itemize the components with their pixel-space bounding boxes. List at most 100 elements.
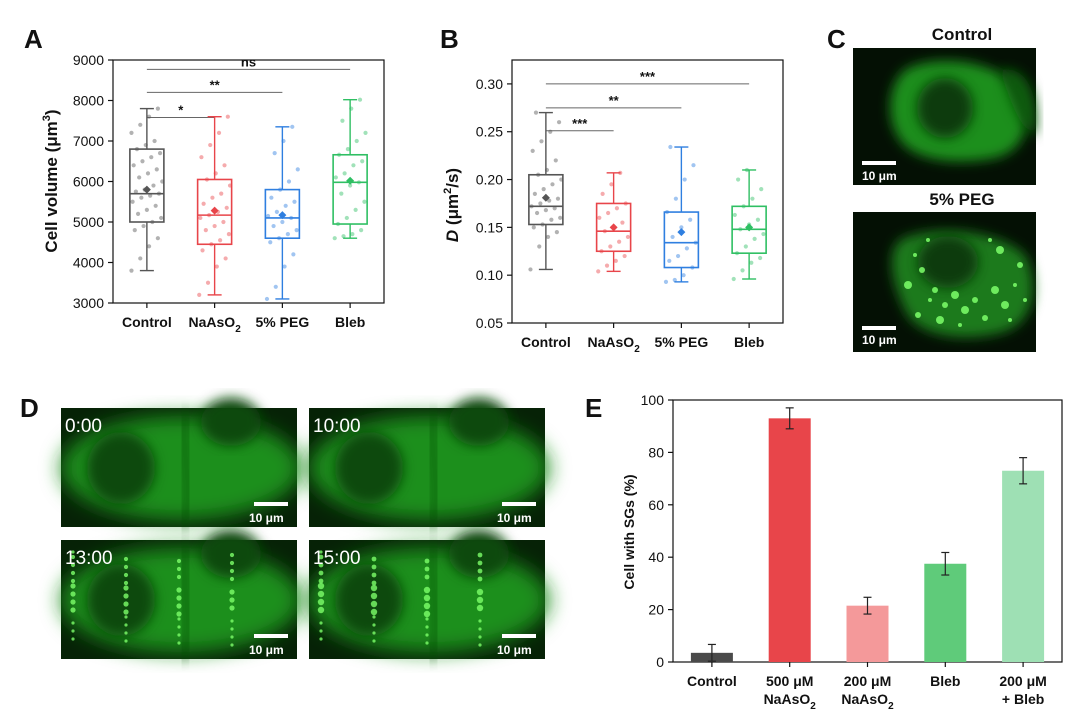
granule-dot <box>478 627 482 631</box>
scale-bar <box>254 634 288 638</box>
x-category-label: 5% PEG <box>256 314 310 330</box>
x-category-label: Bleb <box>930 673 960 689</box>
timelapse-frame: 10 μm 13:00 <box>61 530 301 660</box>
data-point <box>350 232 355 237</box>
data-point <box>200 248 205 253</box>
granule-dot <box>425 625 429 629</box>
box-naaso2 <box>196 114 233 297</box>
granule-dot <box>932 287 938 293</box>
data-point <box>339 191 344 196</box>
granule-dot <box>123 609 129 615</box>
data-point <box>203 228 208 233</box>
scale-bar <box>502 502 536 506</box>
granule-dot <box>123 564 129 570</box>
chart-diffusion: 0.050.100.150.200.250.30 ******** Contro… <box>442 59 784 355</box>
y-tick-label: 7000 <box>73 133 104 149</box>
granule-dot <box>124 623 128 627</box>
iqr-box <box>129 148 165 223</box>
granule-dot <box>371 580 377 586</box>
granule-dot <box>229 576 235 582</box>
granule-dot <box>176 595 182 601</box>
box-bleb <box>332 97 368 241</box>
granule-dot <box>476 604 484 612</box>
data-point <box>271 223 276 229</box>
x-category-label: NaAsO2 <box>588 334 641 355</box>
data-point <box>139 195 144 200</box>
data-point <box>528 267 533 272</box>
granule-dot <box>176 587 182 593</box>
scale-bar <box>502 634 536 638</box>
granule-dot <box>423 586 431 594</box>
timelapse-frame: 10 μm 0:00 <box>61 398 301 528</box>
scale-bar-label: 10 μm <box>249 643 284 657</box>
y-tick-label: 0 <box>656 654 664 670</box>
scale-bar-label-c1: 10 μm <box>862 169 897 183</box>
granule-dot <box>176 558 182 564</box>
box-control <box>528 110 564 272</box>
data-point <box>214 264 219 269</box>
significance-label: ** <box>210 77 221 92</box>
data-point <box>600 191 605 196</box>
data-point <box>144 207 149 212</box>
data-point <box>606 210 611 216</box>
data-point <box>223 256 228 261</box>
y-tick-label: 9000 <box>73 52 104 68</box>
granule-dot <box>370 584 378 592</box>
data-point <box>531 225 536 230</box>
granule-dot <box>423 594 431 602</box>
x-category-label: Control <box>122 314 172 330</box>
data-point <box>222 163 227 168</box>
chart-sg-percentage: 0 20 40 60 80 100 Control 500 μM NaAsO2 200 μM Na… <box>621 392 1063 712</box>
y-ticks-e: 0 20 40 60 80 100 <box>641 392 673 670</box>
data-point <box>620 220 625 225</box>
data-point <box>208 142 213 148</box>
granule-dot <box>371 572 377 578</box>
data-point <box>155 236 160 241</box>
data-point <box>617 239 622 244</box>
data-point <box>554 230 559 235</box>
granule-dot <box>318 554 324 560</box>
panel-d-timelapse: 10 μm 0:00 10 μm 10:00 10 μm 13:00 10 μm 15:00 <box>61 398 549 660</box>
granule-dot <box>71 621 75 625</box>
data-point <box>210 195 215 200</box>
data-point <box>663 279 669 284</box>
data-point <box>625 234 631 240</box>
iqr-box <box>528 173 564 226</box>
bar <box>1002 470 1045 662</box>
data-point <box>342 171 347 176</box>
granule-dot <box>951 291 959 299</box>
granule-dot <box>71 637 75 641</box>
y-tick-label: 100 <box>641 392 665 408</box>
x-category-label-line2: NaAsO2 <box>841 691 894 712</box>
granule-dot <box>318 570 324 576</box>
data-point <box>549 217 554 222</box>
mean-marker <box>346 176 355 185</box>
data-point <box>684 246 689 251</box>
granule-dot <box>477 552 483 558</box>
timelapse-frame: 10 μm 15:00 <box>309 530 549 660</box>
granule-dot <box>123 601 129 607</box>
data-point <box>354 138 359 144</box>
granule-dot <box>478 635 482 639</box>
data-point <box>272 151 277 156</box>
y-tick-label: 0.10 <box>476 267 503 283</box>
data-point <box>137 175 142 180</box>
scale-bar <box>254 502 288 506</box>
granule-dot <box>229 605 235 611</box>
data-point <box>679 225 684 230</box>
y-tick-label: 20 <box>648 602 664 618</box>
granule-dot <box>229 560 235 566</box>
granule-dot <box>371 564 377 570</box>
granule-dot <box>317 598 325 606</box>
significance-b: ******** <box>545 69 750 132</box>
y-axis-label-a: Cell volume (μm3) <box>41 109 61 252</box>
data-point <box>280 219 285 225</box>
data-point <box>135 211 141 216</box>
granule-dot <box>70 591 76 597</box>
data-point <box>688 217 693 222</box>
data-point <box>129 268 134 273</box>
granule-dot <box>123 580 129 586</box>
granule-dot <box>317 582 325 590</box>
y-tick-label: 40 <box>648 549 664 565</box>
mean-marker <box>142 185 151 194</box>
